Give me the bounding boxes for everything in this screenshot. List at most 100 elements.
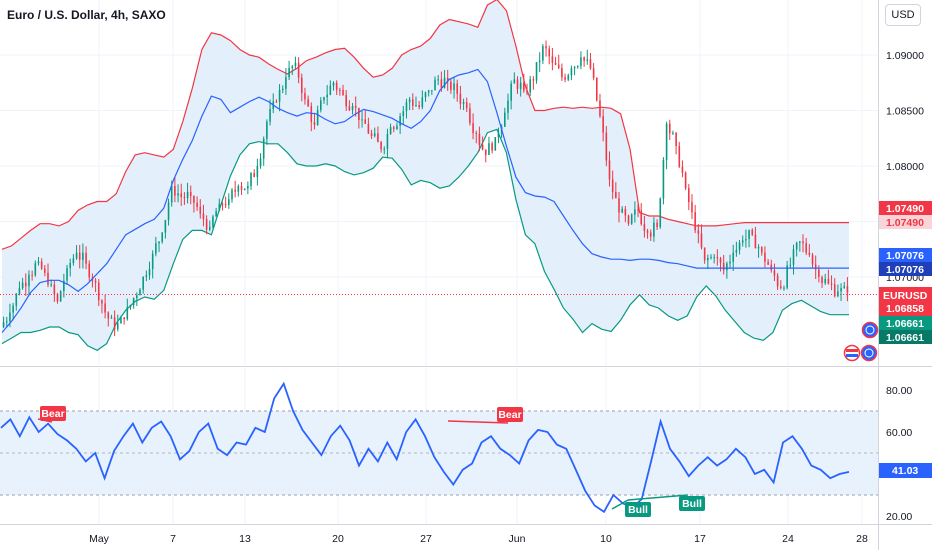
candle-body (808, 252, 811, 255)
candle-body (240, 185, 243, 190)
candle-body (145, 275, 148, 277)
candle-body (710, 257, 712, 259)
candle-body (297, 62, 300, 78)
candle-body (294, 62, 297, 67)
candle-body (66, 268, 68, 281)
candle-body (481, 144, 484, 150)
price-badge-lower (879, 316, 932, 330)
candle-body (243, 188, 246, 190)
candle-body (786, 265, 788, 288)
candle-body (542, 46, 544, 61)
price-badge-lower-2-label: 1.06661 (886, 332, 924, 344)
candle-body (50, 284, 52, 286)
candle-body (494, 137, 497, 151)
candle-body (729, 261, 731, 264)
rsi-line (0, 381, 850, 514)
candle-body (275, 101, 278, 103)
candle-body (621, 208, 623, 213)
price-tick-label: 1.08000 (886, 161, 924, 173)
candle-body (719, 258, 722, 263)
time-tick-label: May (89, 533, 110, 545)
candle-body (129, 305, 132, 308)
candle-body (732, 252, 735, 262)
candle-body (697, 230, 700, 234)
candle-body (799, 241, 801, 243)
price-badge-middle-label: 1.07076 (886, 250, 924, 262)
globe-icon (865, 325, 875, 335)
candle-body (12, 305, 14, 313)
candle-body (389, 127, 392, 135)
candle-body (354, 106, 357, 108)
time-tick-label: 27 (420, 533, 432, 545)
event-icons (843, 321, 879, 362)
candle-body (396, 125, 398, 129)
candle-body (431, 90, 433, 92)
candle-body (224, 203, 227, 205)
candle-body (599, 100, 601, 117)
candle-body (624, 208, 627, 216)
candle-body (611, 179, 614, 193)
candle-body (180, 193, 183, 198)
candle-body (40, 261, 43, 269)
candle-body (304, 93, 306, 100)
candle-body (583, 57, 585, 61)
candle-body (151, 253, 154, 270)
candle-body (139, 289, 141, 296)
candle-body (339, 89, 341, 91)
candle-body (53, 284, 56, 295)
candle-body (63, 280, 65, 292)
candle-body (504, 112, 506, 127)
us-flag-stripe (846, 349, 858, 352)
candle-body (142, 277, 144, 290)
candle-body (491, 143, 493, 151)
currency-button[interactable]: USD (885, 4, 921, 26)
candle-body (570, 68, 573, 76)
candle-body (745, 238, 747, 241)
candle-body (681, 166, 684, 173)
candle-body (526, 90, 528, 93)
candle-body (748, 229, 750, 239)
rsi-tick-label: 60.00 (886, 427, 912, 439)
candle-body (779, 286, 782, 289)
candle-body (757, 247, 760, 249)
candle-body (827, 279, 830, 284)
candle-body (767, 261, 769, 265)
candle-body (399, 116, 401, 126)
candle-body (434, 79, 436, 91)
candle-body (446, 77, 449, 82)
candle-body (316, 110, 319, 125)
divergence-label: Bear (498, 409, 521, 421)
candle-body (278, 89, 281, 102)
candle-body (573, 67, 576, 69)
candle-body (250, 173, 252, 186)
candle-body (183, 197, 186, 199)
candle-body (31, 274, 33, 276)
price-tick-label: 1.09000 (886, 50, 924, 62)
candle-body (2, 322, 5, 327)
candle-body (405, 102, 408, 112)
candle-body (513, 79, 516, 84)
candle-body (630, 214, 633, 224)
bollinger-middle-line (1, 68, 849, 333)
candle-body (814, 264, 817, 270)
candle-body (545, 46, 547, 49)
divergence-label-bg (40, 406, 66, 421)
candle-body (110, 317, 113, 319)
candle-body (646, 230, 649, 233)
candle-body (342, 89, 344, 95)
candle-body (28, 274, 30, 287)
candle-body (164, 220, 167, 233)
candle-body (82, 252, 84, 260)
time-tick-label: Jun (509, 533, 526, 545)
candle-body (450, 81, 452, 90)
candle-body (101, 300, 103, 304)
candle-body (538, 60, 541, 63)
candle-body (373, 133, 376, 137)
candle-body (332, 82, 335, 86)
time-tick-label: 20 (332, 533, 344, 545)
candle-body (459, 93, 462, 104)
candle-body (288, 67, 290, 78)
candle-body (833, 284, 836, 297)
rsi-tick-label: 80.00 (886, 385, 912, 397)
